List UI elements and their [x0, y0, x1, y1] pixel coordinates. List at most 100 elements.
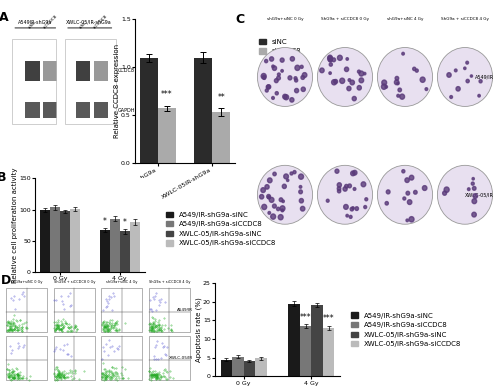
Circle shape: [258, 165, 312, 224]
Circle shape: [478, 94, 480, 97]
Circle shape: [262, 75, 266, 79]
Text: C: C: [236, 13, 245, 26]
Circle shape: [266, 194, 270, 199]
Circle shape: [438, 165, 492, 224]
Circle shape: [268, 178, 272, 183]
Circle shape: [328, 55, 332, 60]
Bar: [220, 360, 232, 376]
Text: D: D: [1, 274, 11, 287]
Circle shape: [335, 169, 339, 173]
Circle shape: [320, 68, 324, 73]
Circle shape: [409, 217, 414, 222]
Bar: [232, 357, 243, 376]
Circle shape: [290, 98, 294, 102]
Text: **: **: [218, 93, 226, 102]
Y-axis label: Apoptosis rate (%): Apoptosis rate (%): [195, 298, 202, 362]
Circle shape: [364, 73, 366, 75]
Circle shape: [350, 207, 354, 211]
Circle shape: [479, 80, 482, 83]
Circle shape: [300, 65, 303, 68]
Circle shape: [272, 204, 276, 208]
Bar: [54, 288, 95, 332]
Bar: [149, 336, 190, 380]
Circle shape: [302, 73, 307, 78]
Circle shape: [357, 85, 362, 90]
Text: ***: ***: [161, 90, 172, 99]
Circle shape: [416, 69, 418, 72]
Circle shape: [276, 76, 280, 80]
Circle shape: [276, 207, 280, 211]
Circle shape: [358, 70, 360, 73]
Bar: [76, 61, 90, 81]
Circle shape: [408, 200, 412, 204]
Circle shape: [260, 194, 264, 199]
Circle shape: [300, 199, 304, 203]
Text: ShG9a + siCCDC8 0 Gy: ShG9a + siCCDC8 0 Gy: [321, 17, 369, 21]
Circle shape: [472, 212, 476, 217]
Text: A549IR-shG9a: A549IR-shG9a: [18, 20, 52, 25]
Text: shG9a+siNC 0 Gy: shG9a+siNC 0 Gy: [11, 280, 42, 284]
Circle shape: [290, 172, 293, 175]
Text: XWLC-05/IR: XWLC-05/IR: [465, 192, 494, 197]
Circle shape: [382, 80, 386, 85]
Circle shape: [299, 190, 302, 194]
Circle shape: [397, 82, 399, 85]
Circle shape: [258, 47, 312, 106]
Circle shape: [353, 187, 356, 191]
Circle shape: [350, 80, 354, 85]
Circle shape: [284, 95, 288, 100]
Circle shape: [268, 211, 270, 214]
Circle shape: [385, 201, 388, 205]
Legend: A549/IR-shG9a-siNC, A549/IR-shG9a-siCCDC8, XWLC-05/IR-shG9a-siNC, XWLC-05/IR-shG: A549/IR-shG9a-siNC, A549/IR-shG9a-siCCDC…: [348, 310, 464, 350]
Circle shape: [348, 79, 350, 81]
Circle shape: [344, 67, 348, 71]
Text: XWLC-05/IR: XWLC-05/IR: [169, 356, 193, 360]
Bar: [194, 58, 212, 163]
Circle shape: [410, 175, 414, 180]
Circle shape: [344, 204, 348, 210]
Circle shape: [403, 197, 406, 200]
Circle shape: [454, 69, 457, 72]
Circle shape: [294, 77, 297, 80]
Y-axis label: Relative cell proliferation activity: Relative cell proliferation activity: [12, 167, 18, 283]
Bar: [288, 304, 300, 376]
Circle shape: [281, 69, 283, 72]
Text: A549/IR: A549/IR: [474, 74, 494, 80]
Circle shape: [328, 56, 332, 61]
Circle shape: [295, 65, 300, 71]
Bar: [43, 61, 58, 81]
Circle shape: [318, 47, 372, 106]
Circle shape: [300, 206, 305, 211]
Circle shape: [412, 67, 416, 71]
Bar: [212, 112, 230, 163]
Circle shape: [332, 80, 336, 85]
Circle shape: [272, 65, 274, 68]
Circle shape: [338, 55, 342, 61]
Bar: [6, 336, 48, 380]
Text: GAPDH: GAPDH: [118, 108, 136, 113]
Circle shape: [301, 76, 304, 80]
Circle shape: [344, 184, 348, 188]
Text: A549/IR: A549/IR: [177, 308, 193, 312]
Circle shape: [272, 97, 274, 99]
Text: ShG9a + siCCDC8 4 Gy: ShG9a + siCCDC8 4 Gy: [441, 17, 489, 21]
Circle shape: [270, 214, 276, 219]
Circle shape: [400, 94, 404, 99]
Circle shape: [272, 66, 276, 71]
Text: shG9a+siNC 4 Gy: shG9a+siNC 4 Gy: [106, 280, 138, 284]
Circle shape: [350, 171, 355, 176]
Circle shape: [332, 58, 336, 62]
Circle shape: [280, 206, 285, 211]
Bar: [50, 207, 60, 272]
Bar: [149, 288, 190, 332]
Circle shape: [398, 88, 402, 92]
Circle shape: [343, 187, 347, 191]
Circle shape: [278, 73, 280, 76]
Y-axis label: Relative CCDC8 expression: Relative CCDC8 expression: [114, 44, 119, 138]
Circle shape: [386, 190, 390, 194]
Text: *: *: [102, 217, 106, 226]
Circle shape: [278, 215, 283, 220]
Circle shape: [329, 63, 332, 66]
Circle shape: [352, 207, 354, 210]
Circle shape: [450, 95, 452, 99]
